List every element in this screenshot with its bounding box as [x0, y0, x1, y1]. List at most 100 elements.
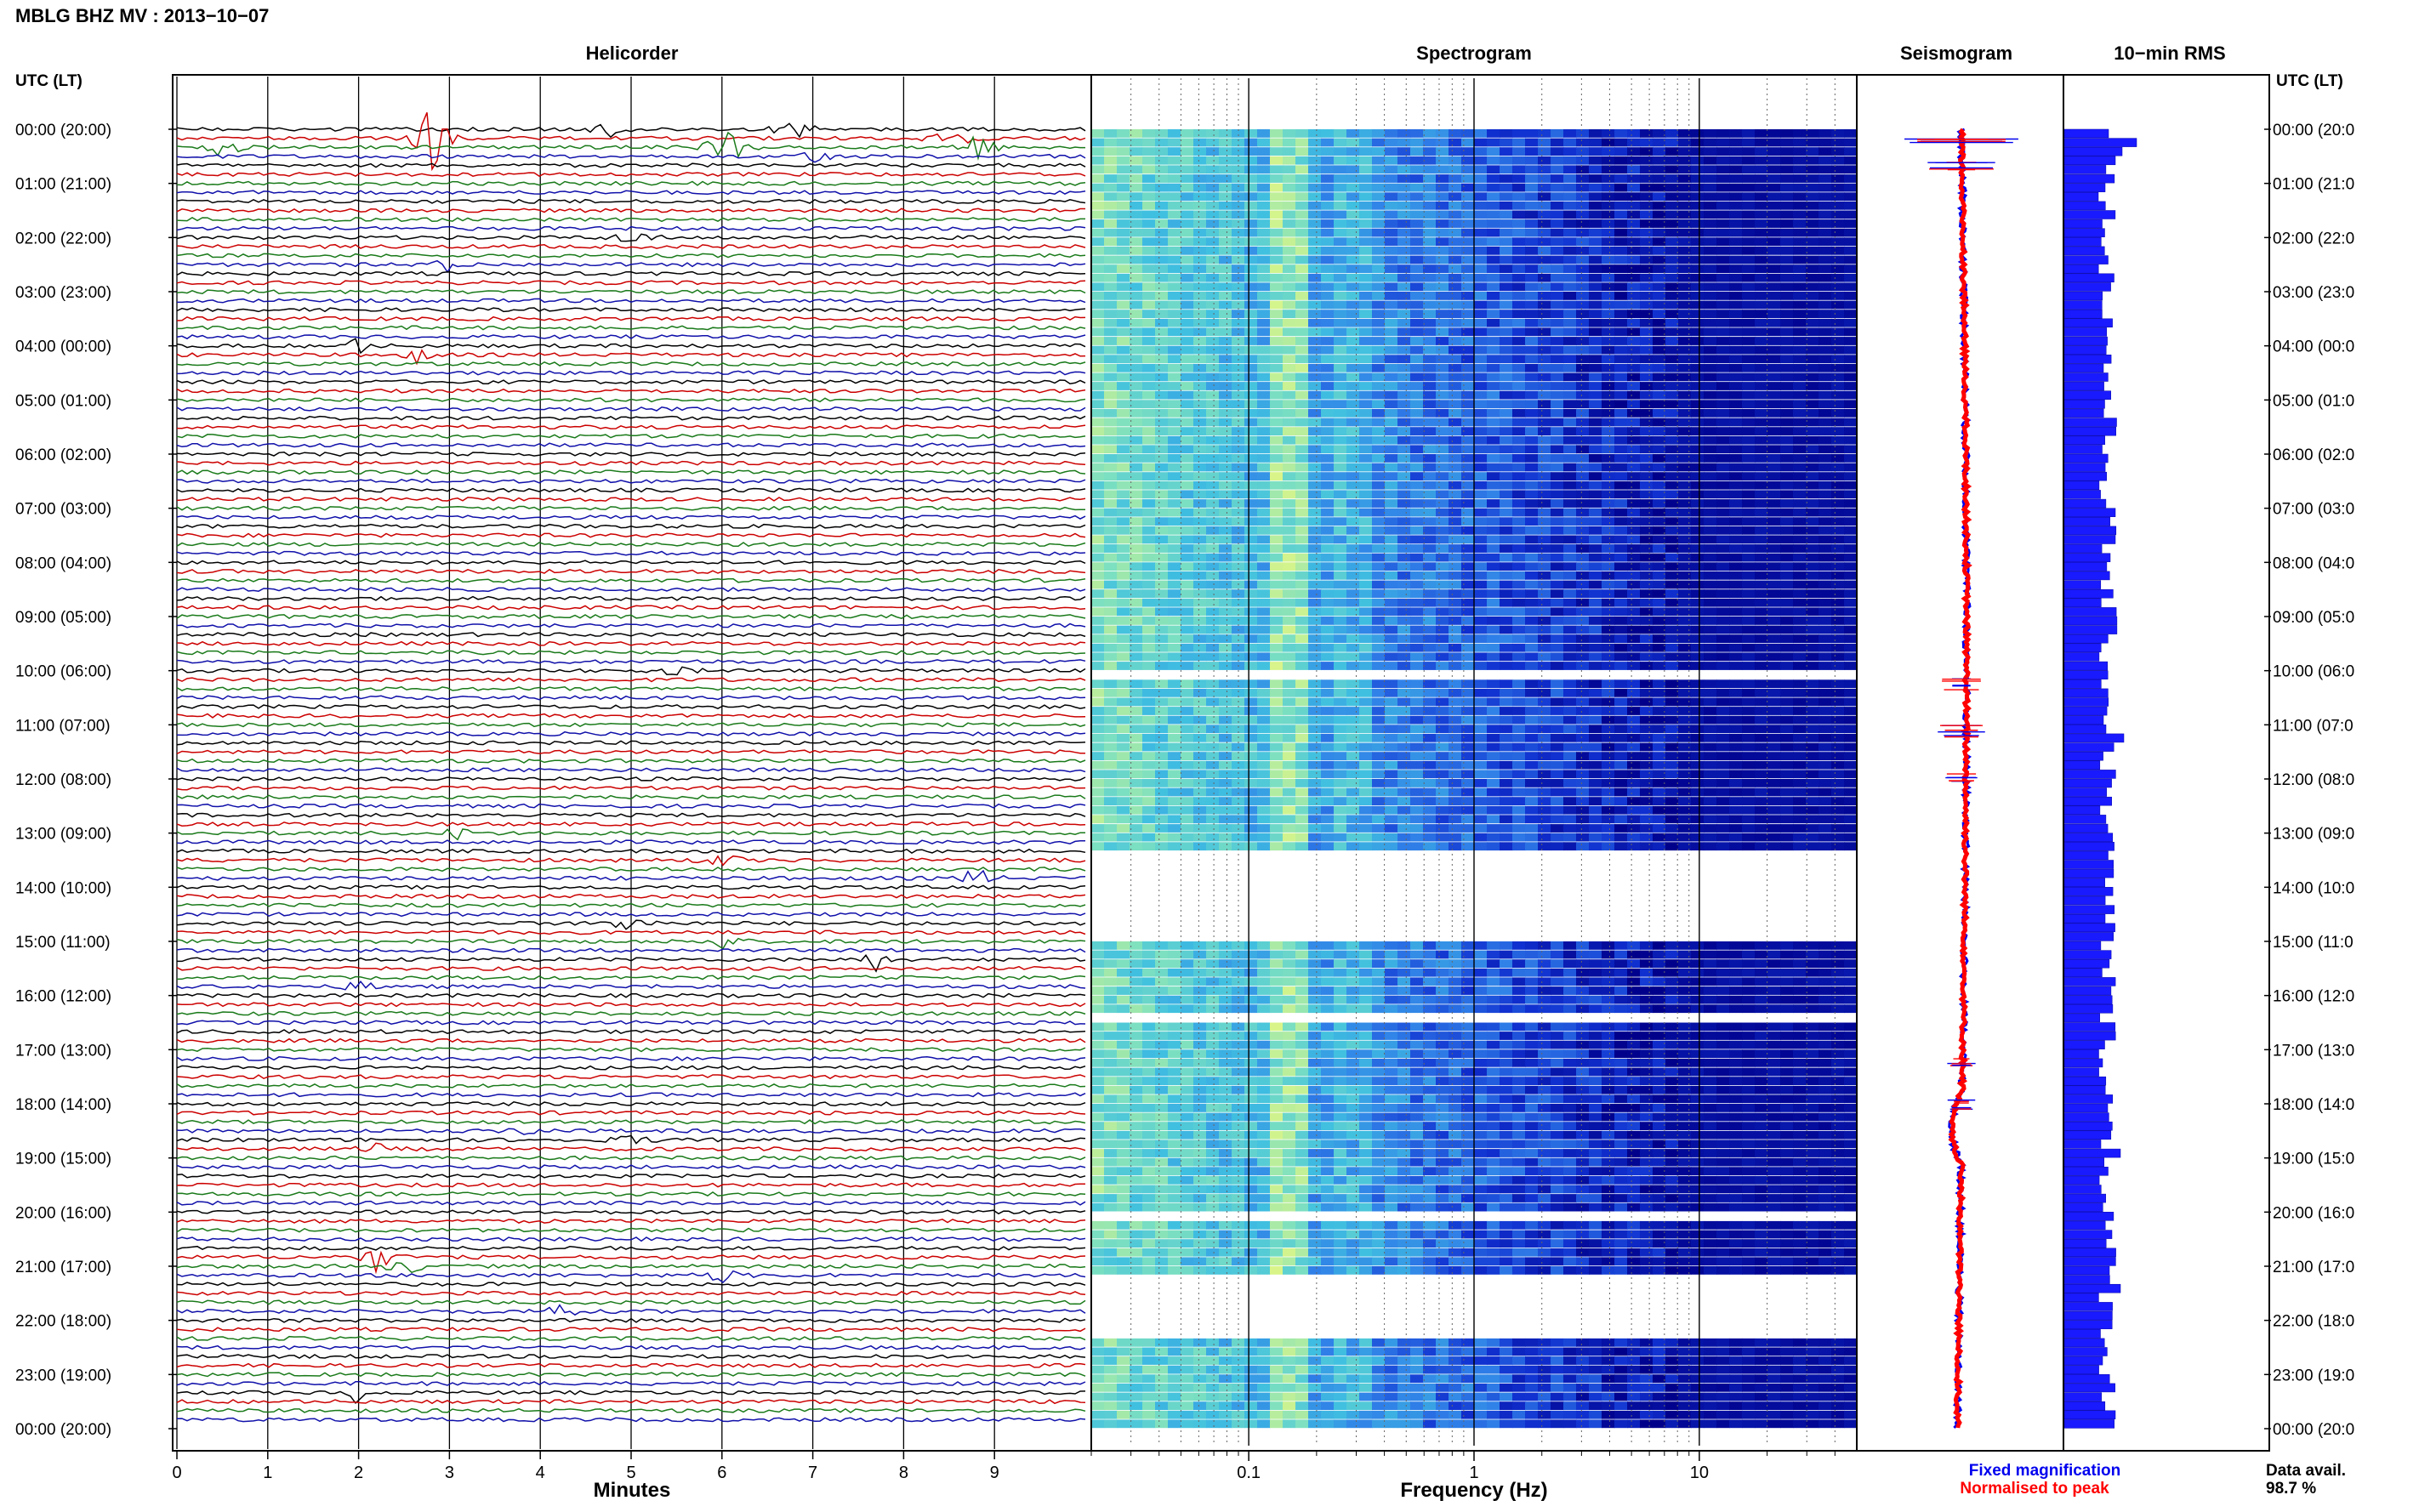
spectrogram-cell: [1742, 553, 1756, 562]
spectrogram-cell: [1155, 842, 1169, 851]
spectrogram-cell: [1614, 770, 1628, 779]
spectrogram-cell: [1653, 228, 1666, 237]
spectrogram-cell: [1678, 779, 1692, 787]
spectrogram-cell: [1512, 580, 1526, 589]
spectrogram-cell: [1780, 147, 1794, 156]
spectrogram-cell: [1232, 959, 1245, 968]
spectrogram-cell: [1729, 824, 1743, 833]
spectrogram-cell: [1538, 382, 1551, 390]
spectrogram-cell: [1423, 345, 1437, 355]
spectrogram-cell: [1130, 643, 1143, 652]
spectrogram-cell: [1346, 201, 1360, 210]
spectrogram-cell: [1385, 219, 1398, 228]
spectrogram-cell: [1346, 192, 1360, 202]
spectrogram-cell: [1576, 210, 1590, 219]
spectrogram-cell: [1283, 228, 1296, 237]
spectrogram-cell: [1831, 337, 1845, 345]
spectrogram-cell: [1729, 147, 1743, 156]
spectrogram-cell: [1117, 264, 1130, 273]
spectrogram-cell: [1729, 355, 1743, 364]
spectrogram-cell: [1181, 228, 1194, 237]
spectrogram-cell: [1295, 255, 1309, 264]
spectrogram-cell: [1729, 733, 1743, 742]
spectrogram-cell: [1844, 219, 1858, 228]
spectrogram-cell: [1359, 968, 1373, 977]
spectrogram-cell: [1563, 472, 1577, 480]
spectrogram-cell: [1206, 300, 1220, 310]
spectrogram-cell: [1474, 679, 1488, 689]
spectrogram-cell: [1449, 427, 1462, 435]
spectrogram-cell: [1512, 228, 1526, 237]
spectrogram-cell: [1678, 544, 1692, 553]
spectrogram-cell: [1474, 652, 1488, 662]
spectrogram-cell: [1423, 237, 1437, 247]
spectrogram-cell: [1372, 427, 1386, 435]
spectrogram-cell: [1168, 770, 1181, 779]
spectrogram-cell: [1321, 779, 1335, 787]
spectrogram-cell: [1512, 435, 1526, 445]
spectrogram-cell: [1193, 219, 1207, 228]
spectrogram-cell: [1525, 345, 1539, 355]
spectrogram-cell: [1640, 165, 1653, 174]
spectrogram-cell: [1653, 770, 1666, 779]
spectrogram-cell: [1576, 707, 1590, 715]
spectrogram-cell: [1653, 318, 1666, 327]
spectrogram-cell: [1155, 318, 1169, 327]
spectrogram-cell: [1117, 842, 1130, 851]
spectrogram-cell: [1359, 544, 1373, 553]
spectrogram-cell: [1487, 968, 1500, 977]
spectrogram-cell: [1130, 318, 1143, 327]
spectrogram-cell: [1793, 480, 1807, 490]
spectrogram-cell: [1576, 418, 1590, 427]
spectrogram-cell: [1563, 725, 1577, 734]
spectrogram-cell: [1410, 508, 1424, 517]
spectrogram-cell: [1755, 237, 1768, 247]
spectrogram-cell: [1627, 490, 1641, 499]
spectrogram-cell: [1206, 345, 1220, 355]
spectrogram-cell: [1640, 445, 1653, 454]
spectrogram-cell: [1257, 598, 1271, 607]
spectrogram-cell: [1512, 499, 1526, 508]
spectrogram-cell: [1614, 688, 1628, 697]
spectrogram-cell: [1372, 282, 1386, 292]
spectrogram-cell: [1819, 499, 1832, 508]
spectrogram-cell: [1538, 779, 1551, 787]
spectrogram-cell: [1257, 147, 1271, 156]
spectrogram-cell: [1385, 517, 1398, 526]
spectrogram-cell: [1130, 480, 1143, 490]
spectrogram-cell: [1461, 805, 1475, 815]
spectrogram-cell: [1385, 688, 1398, 697]
spectrogram-cell: [1219, 544, 1232, 553]
spectrogram-cell: [1359, 688, 1373, 697]
spectrogram-cell: [1576, 219, 1590, 228]
spectrogram-cell: [1257, 562, 1271, 571]
spectrogram-cell: [1091, 174, 1105, 183]
spectrogram-cell: [1614, 752, 1628, 760]
spectrogram-cell: [1397, 408, 1411, 418]
spectrogram-cell: [1410, 526, 1424, 535]
spectrogram-cell: [1181, 652, 1194, 662]
spectrogram-cell: [1653, 571, 1666, 580]
spectrogram-cell: [1155, 138, 1169, 147]
spectrogram-cell: [1423, 255, 1437, 264]
spectrogram-cell: [1704, 246, 1717, 255]
spectrogram-cell: [1576, 824, 1590, 833]
spectrogram-cell: [1219, 733, 1232, 742]
spectrogram-cell: [1551, 617, 1564, 625]
spectrogram-cell: [1742, 580, 1756, 589]
spectrogram-cell: [1678, 607, 1692, 617]
spectrogram-cell: [1538, 310, 1551, 318]
spectrogram-cell: [1168, 264, 1181, 273]
spectrogram-cell: [1410, 372, 1424, 382]
spectrogram-cell: [1397, 652, 1411, 662]
spectrogram-cell: [1142, 372, 1156, 382]
spectrogram-cell: [1806, 752, 1819, 760]
spectrogram-cell: [1819, 490, 1832, 499]
spectrogram-cell: [1359, 824, 1373, 833]
spectrogram-cell: [1130, 770, 1143, 779]
spectrogram-cell: [1257, 779, 1271, 787]
spectrogram-cell: [1563, 662, 1577, 670]
spectrogram-cell: [1193, 273, 1207, 282]
spectrogram-cell: [1576, 517, 1590, 526]
spectrogram-cell: [1232, 598, 1245, 607]
